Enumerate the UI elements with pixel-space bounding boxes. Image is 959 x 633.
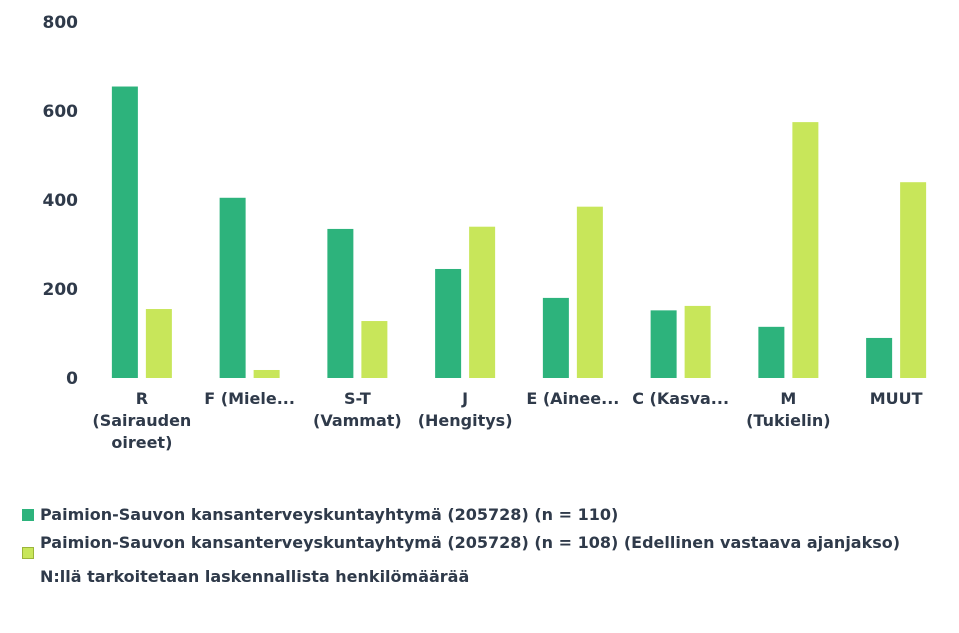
legend-item-series-2[interactable]: Paimion-Sauvon kansanterveyskuntayhtymä …: [22, 533, 922, 559]
y-tick-label: 200: [43, 280, 79, 300]
bar-series-2-6[interactable]: [792, 122, 819, 378]
x-tick-label: (Hengitys): [418, 411, 513, 430]
bar-series-2-2[interactable]: [361, 321, 388, 378]
x-tick-label: (Sairauden: [92, 411, 191, 430]
x-tick-label: M: [780, 389, 796, 408]
legend: Paimion-Sauvon kansanterveyskuntayhtymä …: [22, 505, 922, 587]
bar-series-1-2[interactable]: [327, 228, 354, 378]
x-axis: R (Sairauden oireet) F (Miele... S-T (Vammat)…: [92, 389, 922, 452]
legend-item-series-1[interactable]: Paimion-Sauvon kansanterveyskuntayhtymä …: [22, 505, 922, 525]
bar-series-2-7[interactable]: [900, 182, 927, 378]
legend-label-series-1: Paimion-Sauvon kansanterveyskuntayhtymä …: [40, 505, 619, 524]
bar-series-1-4[interactable]: [542, 297, 569, 378]
legend-swatch-series-2: [22, 547, 34, 559]
bar-series-1-6[interactable]: [758, 326, 785, 378]
y-tick-label: 600: [43, 102, 79, 122]
bar-chart: 0 200 400 600 800 R (Sairauden oireet) F (Miele…: [43, 13, 927, 452]
x-tick-label: F (Miele...: [204, 389, 295, 408]
bar-series-2-0[interactable]: [145, 309, 172, 378]
bar-series-2-4[interactable]: [576, 206, 603, 378]
bars: [111, 86, 927, 379]
x-tick-label: (Tukielin): [746, 411, 831, 430]
x-tick-label: oireet): [111, 433, 172, 452]
x-tick-label: S-T: [344, 389, 371, 408]
bar-series-1-0[interactable]: [111, 86, 138, 379]
x-tick-label: (Vammat): [313, 411, 402, 430]
bar-series-2-1[interactable]: [253, 369, 280, 378]
y-tick-label: 0: [66, 369, 78, 389]
x-tick-label: C (Kasva...: [632, 389, 729, 408]
legend-swatch-series-1: [22, 509, 34, 521]
bar-series-1-1[interactable]: [219, 197, 246, 378]
x-tick-label: R: [136, 389, 148, 408]
x-tick-label: J: [461, 389, 468, 408]
bar-series-1-5[interactable]: [650, 310, 677, 378]
y-tick-label: 800: [43, 13, 79, 33]
y-axis: 0 200 400 600 800: [43, 13, 79, 389]
bar-series-1-3[interactable]: [435, 268, 462, 378]
y-tick-label: 400: [43, 191, 79, 211]
footnote: N:llä tarkoitetaan laskennallista henkil…: [40, 567, 470, 586]
bar-series-2-3[interactable]: [469, 226, 496, 378]
bar-series-2-5[interactable]: [684, 305, 711, 378]
x-tick-label: E (Ainee...: [526, 389, 619, 408]
x-tick-label: MUUT: [870, 389, 923, 408]
bar-series-1-7[interactable]: [866, 337, 893, 378]
legend-label-series-2: Paimion-Sauvon kansanterveyskuntayhtymä …: [40, 533, 901, 552]
